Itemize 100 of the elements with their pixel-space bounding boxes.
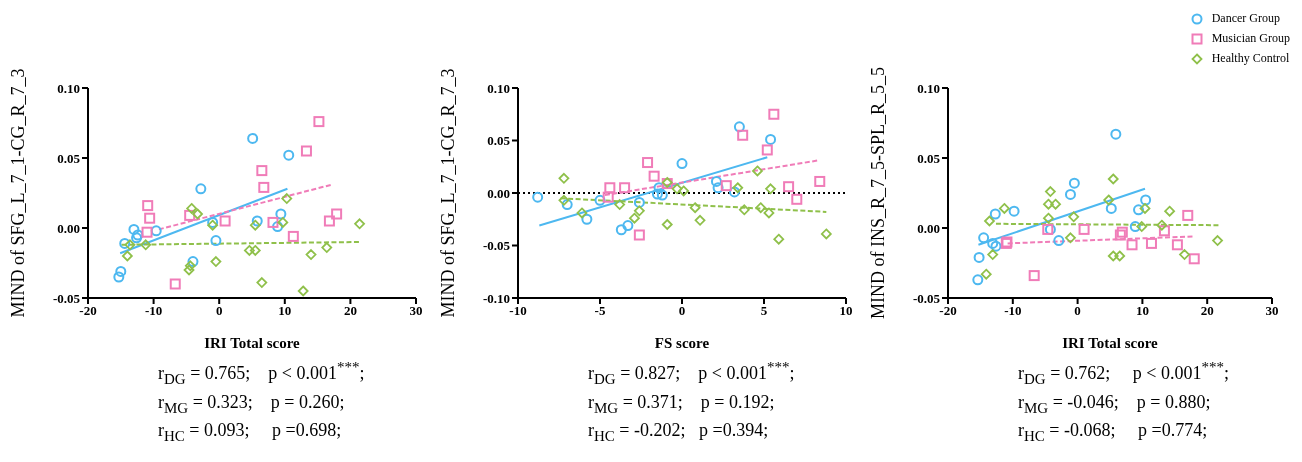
point	[737, 129, 749, 141]
point	[561, 199, 573, 211]
point	[169, 278, 181, 290]
x-tick-label: -20	[79, 303, 97, 319]
y-tick-label: 0.05	[917, 150, 941, 166]
legend-label: Healthy Control	[1210, 50, 1290, 67]
point	[1043, 212, 1054, 224]
point	[581, 213, 593, 225]
point	[622, 220, 634, 232]
point	[275, 208, 287, 220]
point	[648, 170, 660, 182]
point	[113, 271, 125, 283]
point	[1110, 128, 1122, 140]
text: r$_{DG}$ = 0.762; p < 0.001$^{***}$;	[1018, 358, 1230, 389]
y-tick-label: 0.10	[57, 80, 80, 96]
point	[150, 225, 162, 237]
point	[281, 193, 293, 204]
point	[258, 181, 270, 193]
point	[712, 182, 724, 194]
point	[633, 205, 645, 217]
point	[272, 221, 284, 233]
point	[973, 251, 985, 263]
point	[783, 181, 795, 193]
point	[761, 144, 773, 156]
point	[1105, 202, 1117, 214]
point	[267, 216, 279, 228]
point	[305, 249, 317, 260]
text: r$_{MG}$ = -0.046; p = 0.880;	[1018, 390, 1212, 418]
x-tick-label: 0	[678, 303, 686, 319]
point	[210, 235, 222, 247]
point	[656, 189, 668, 201]
point	[1107, 250, 1119, 262]
y-tick-label: 0.05	[57, 150, 81, 166]
point	[144, 212, 156, 224]
point	[140, 239, 152, 251]
point	[576, 207, 588, 219]
point	[651, 188, 663, 200]
x-tick-label: 0	[1074, 303, 1081, 319]
point	[119, 237, 131, 249]
point	[1140, 194, 1152, 206]
x-tick-label: -5	[594, 303, 606, 319]
point	[124, 239, 136, 251]
point	[558, 194, 570, 206]
x-tick-label: -10	[509, 303, 527, 319]
x-tick-label: -10	[1004, 303, 1022, 319]
point	[1053, 235, 1065, 247]
y-tick-label: 0.05	[487, 133, 511, 149]
point	[615, 224, 627, 236]
point	[283, 149, 295, 161]
point	[604, 182, 616, 194]
point	[614, 199, 626, 210]
point	[602, 191, 614, 203]
point	[277, 217, 289, 228]
point	[256, 165, 268, 177]
point	[287, 230, 299, 242]
point	[1008, 205, 1020, 217]
point	[768, 108, 780, 120]
x-tick-label: 10	[278, 303, 292, 319]
point	[1078, 223, 1090, 235]
x-axis-title: FS score	[654, 335, 710, 351]
point	[1156, 219, 1168, 231]
point	[1129, 221, 1141, 233]
point	[300, 145, 312, 157]
point	[987, 249, 999, 260]
point	[765, 133, 777, 145]
x-axis-title: IRI Total score	[204, 335, 301, 351]
point	[594, 194, 606, 206]
y-tick-label: 0.00	[917, 220, 940, 236]
point	[313, 116, 325, 128]
point	[710, 175, 722, 187]
text: r$_{MG}$ = 0.371; p = 0.192;	[588, 390, 776, 418]
text: r$_{HC}$ = -0.068; p =0.774;	[1018, 419, 1209, 446]
x-tick-label: 10	[1135, 303, 1149, 319]
y-tick-label: -0.05	[52, 290, 81, 306]
point	[633, 196, 645, 208]
point	[728, 186, 740, 198]
y-tick-label: 0.10	[487, 80, 510, 96]
point	[732, 182, 744, 194]
point	[251, 215, 263, 227]
x-tick-label: 20	[1200, 303, 1214, 319]
x-tick-label: 0	[215, 303, 223, 319]
point	[184, 209, 196, 221]
point	[121, 250, 133, 262]
point	[1107, 173, 1119, 185]
point	[1043, 198, 1054, 210]
point	[1179, 249, 1190, 260]
point	[972, 274, 984, 286]
point	[752, 165, 763, 177]
point	[128, 223, 140, 235]
x-tick-label: 20	[343, 303, 357, 319]
point	[619, 182, 631, 194]
x-tick-label: 30	[1265, 303, 1279, 319]
point	[141, 226, 153, 238]
y-tick-label: -0.10	[482, 290, 510, 306]
point	[773, 233, 785, 245]
point	[186, 203, 198, 214]
point	[998, 203, 1010, 214]
text: r$_{DG}$ = 0.827; p < 0.001$^{***}$;	[588, 358, 796, 389]
point	[1212, 235, 1223, 246]
point	[1171, 239, 1183, 251]
